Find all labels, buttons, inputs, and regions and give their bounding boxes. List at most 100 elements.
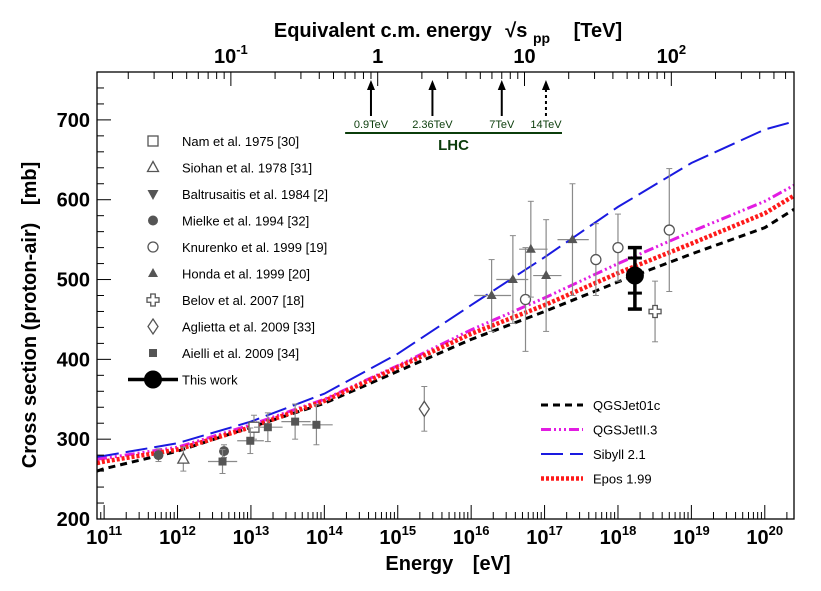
top-tick-base: 10: [214, 46, 236, 68]
y-tick-label: 200: [57, 509, 90, 531]
lhc-arrow-head: [366, 80, 375, 90]
series-this-work-marker: [625, 266, 644, 285]
top-tick-base: 1: [372, 46, 383, 68]
lhc-energy-label: 7TeV: [489, 119, 515, 131]
data-points: [153, 168, 675, 475]
series-belov-et-al-2007-marker: [648, 304, 662, 319]
data-point: [219, 444, 230, 459]
x-tick-label: 1016: [453, 523, 490, 549]
series-aielli-et-al-2009-marker: [291, 417, 300, 426]
x-axis-label: Energy: [385, 553, 454, 575]
series-honda-et-al-1999-marker: [541, 270, 552, 280]
top-axis-title: Equivalent c.m. energy √s pp [TeV]: [274, 20, 622, 48]
legend-label: Aielli et al. 2009 [34]: [182, 346, 299, 361]
data-point: [253, 412, 283, 443]
top-axis-unit: [TeV]: [574, 20, 623, 42]
x-tick-exp: 19: [695, 523, 709, 538]
data-point: [533, 219, 562, 332]
x-tick-label: 1014: [306, 523, 343, 549]
top-tick-label: 10-1: [214, 42, 248, 68]
top-axis-symbol: √s: [505, 20, 527, 42]
legend-label: Belov et al. 2007 [18]: [182, 293, 304, 308]
data-point: [176, 446, 190, 472]
legend-label: Knurenko et al. 1999 [19]: [182, 240, 327, 255]
legend-marker: [146, 160, 160, 173]
x-tick-label: 1012: [159, 523, 196, 549]
legend-entry: Aielli et al. 2009 [34]: [149, 346, 299, 361]
y-tick-label: 600: [57, 190, 90, 212]
data-point: [663, 168, 675, 293]
lhc-label: LHC: [438, 137, 469, 154]
lhc-arrow: 14TeV: [530, 80, 562, 131]
legend-marker: [147, 190, 159, 200]
lhc-arrow-head: [428, 80, 437, 90]
top-tick-exp: -1: [236, 42, 248, 57]
plot-frame: 1011 1012 1013 1014 1015 1016 1017 1018 1019 1020…: [57, 42, 795, 549]
top-axis-symbol-sub: pp: [533, 30, 550, 46]
lhc-arrow: 0.9TeV: [354, 80, 389, 131]
data-point: [207, 449, 238, 475]
series-knurenko-et-al-1999-marker: [519, 293, 532, 306]
x-tick-base: 10: [746, 527, 768, 549]
data-point: [519, 200, 548, 298]
series-siohan-et-al-1978-marker: [176, 451, 190, 464]
x-tick-exp: 18: [622, 523, 636, 538]
top-tick-label: 1: [372, 46, 383, 68]
x-tick-exp: 16: [475, 523, 489, 538]
x-tick-label: 1018: [600, 523, 637, 549]
data-point: [590, 223, 602, 296]
x-tick-base: 10: [233, 527, 255, 549]
data-point: [625, 245, 644, 311]
model-curves: [97, 120, 794, 473]
legend-entry: This work: [128, 370, 238, 389]
x-tick-label: 1019: [673, 523, 710, 549]
x-tick-label: 1013: [233, 523, 270, 549]
legend-marker: [148, 268, 158, 277]
lhc-arrow-head: [541, 80, 550, 90]
data-point: [474, 259, 512, 332]
legend-marker: [147, 135, 159, 147]
legend-label: Mielke et al. 1994 [32]: [182, 214, 309, 229]
x-tick-label: 1017: [526, 523, 563, 549]
model-curve-sibyll-2-1: [97, 120, 794, 458]
legend-marker: [147, 317, 159, 336]
legend-label: Nam et al. 1975 [30]: [182, 134, 299, 149]
series-aielli-et-al-2009-marker: [312, 420, 321, 429]
legend-marker: [149, 349, 157, 357]
y-tick-label: 300: [57, 429, 90, 451]
legend-entry: Honda et al. 1999 [20]: [148, 267, 310, 282]
legend-label: This work: [182, 373, 238, 388]
top-tick-base: 10: [513, 46, 535, 68]
legend-marker: [144, 370, 162, 389]
legend-label: Honda et al. 1999 [20]: [182, 267, 310, 282]
lhc-energy-label: 14TeV: [530, 119, 562, 131]
data-point: [612, 213, 624, 282]
data-point: [496, 235, 529, 324]
x-tick-label: 1020: [746, 523, 783, 549]
lhc-energy-label: 2.36TeV: [412, 119, 453, 131]
lhc-energy-label: 0.9TeV: [354, 119, 389, 131]
top-tick-exp: 2: [679, 42, 686, 57]
x-tick-base: 10: [600, 527, 622, 549]
lhc-annotation: 0.9TeV 2.36TeV 7TeV 14TeV LHC: [345, 80, 562, 154]
x-axis-title: Energy [eV]: [385, 553, 510, 575]
lhc-arrow: 7TeV: [489, 80, 515, 131]
legend: Nam et al. 1975 [30] Siohan et al. 1978 […: [128, 134, 661, 487]
y-axis-label: Cross section (proton-air): [19, 223, 41, 469]
x-tick-base: 10: [673, 527, 695, 549]
legend-entry: Knurenko et al. 1999 [19]: [147, 240, 327, 255]
data-point: [519, 247, 532, 352]
data-point: [557, 183, 589, 296]
x-tick-base: 10: [453, 527, 475, 549]
data-point: [237, 427, 264, 455]
model-legend-entry: Sibyll 2.1: [541, 447, 646, 462]
lhc-arrow-head: [497, 80, 506, 90]
series-honda-et-al-1999-marker: [567, 234, 578, 244]
model-legend-entry: Epos 1.99: [541, 472, 652, 487]
x-tick-base: 10: [159, 527, 181, 549]
y-tick-label: 500: [57, 270, 90, 292]
y-tick-label: 700: [57, 110, 90, 132]
model-legend-label: QGSJet01c: [593, 398, 661, 413]
x-tick-exp: 17: [548, 523, 562, 538]
